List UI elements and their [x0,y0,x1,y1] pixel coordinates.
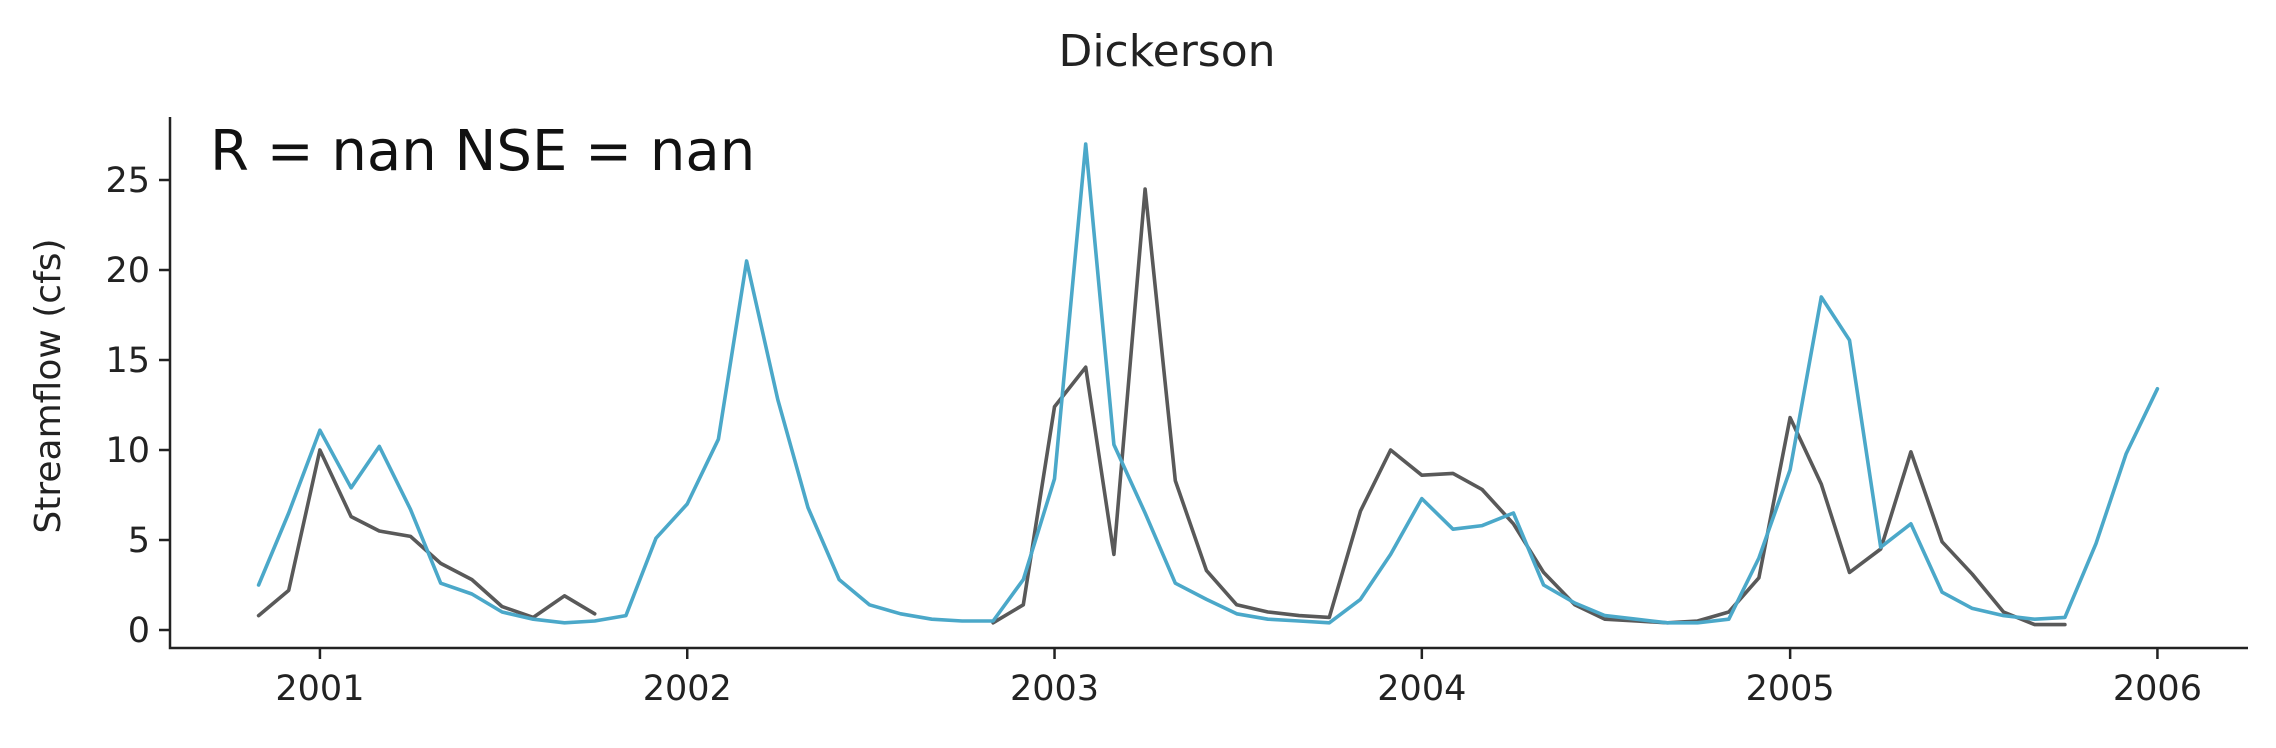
chart-title: Dickerson [1058,26,1275,77]
series-observed-line-1 [256,448,597,620]
x-tick-label: 2005 [1746,669,1835,709]
x-tick-label: 2006 [2113,669,2202,709]
axis-spines [168,117,2248,650]
x-tick-label: 2004 [1377,669,1466,709]
x-tick-label: 2001 [275,669,364,709]
y-tick-label: 25 [105,161,150,201]
y-tick-label: 0 [128,611,150,651]
series-simulated-line-1 [256,142,2160,625]
y-tick-label: 5 [128,521,150,561]
series-observed-line-2 [991,187,2067,627]
y-axis-label: Streamflow (cfs) [28,238,69,533]
y-tick-label: 20 [105,251,150,291]
axes-layer: 0 5 10 15 20 25 2001 2002 2003 2004 2005 2006 [105,117,2248,709]
metrics-annotation: R = nan NSE = nan [210,119,755,184]
y-tick-label: 10 [105,431,150,471]
y-tick-label: 15 [105,341,150,381]
series-layer [256,142,2160,627]
x-tick-label: 2003 [1010,669,1099,709]
x-tick-label: 2002 [643,669,732,709]
